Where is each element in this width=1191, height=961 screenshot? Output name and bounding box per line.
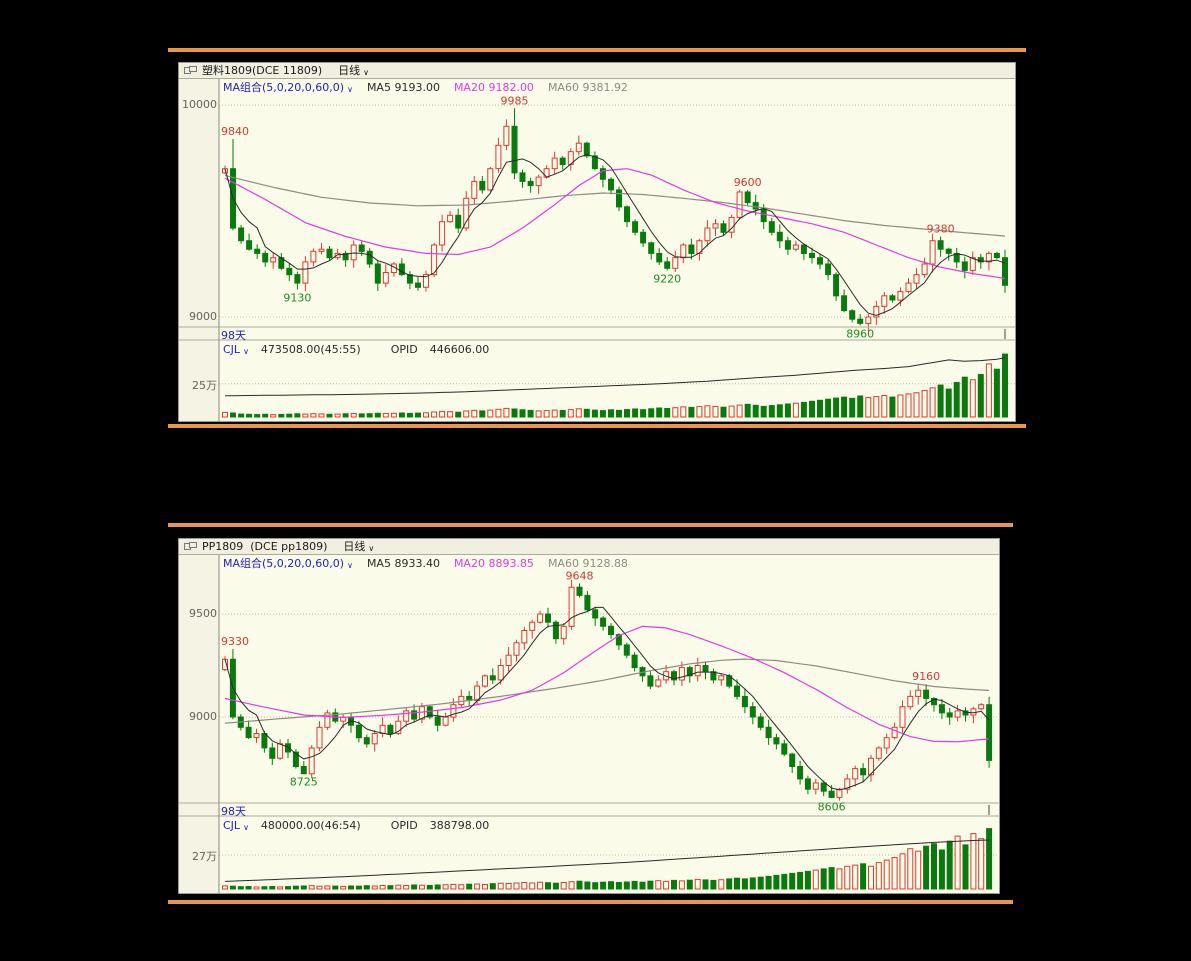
- volume-axis-label: 25万: [192, 379, 217, 392]
- ma-indicator-row: MA组合(5,0,20,0,60,0) ∨ MA5 9193.00 MA20 91…: [223, 81, 628, 95]
- volume-indicator-row: CJL ∨ 480000.00(46:54) OPID 388798.00: [223, 819, 489, 833]
- y-axis-label: 10000: [182, 98, 217, 111]
- ma20-value: MA20 9182.00: [453, 81, 534, 94]
- svg-text:9220: 9220: [653, 272, 681, 285]
- svg-text:9380: 9380: [927, 223, 955, 236]
- svg-text:9130: 9130: [283, 292, 311, 305]
- plot-background: [219, 79, 1015, 421]
- svg-text:8606: 8606: [818, 800, 846, 813]
- chevron-down-icon: ∨: [363, 67, 370, 77]
- svg-text:9648: 9648: [566, 569, 594, 582]
- chart-canvas[interactable]: 9330 8725 9648 8606 9160: [179, 539, 999, 893]
- days-count-label: 98天: [221, 329, 246, 342]
- ma5-line: [224, 606, 990, 791]
- ma60-line: [224, 658, 990, 724]
- separator-bar: [168, 424, 1026, 428]
- chevron-down-icon: ∨: [243, 823, 249, 832]
- y-axis-label: 9000: [189, 710, 217, 723]
- period-selector[interactable]: 日线 ∨: [338, 63, 370, 77]
- price-annotations: 9840 9130 9985 9220 9600 8960 9380: [221, 94, 955, 340]
- opid-label: OPID: [390, 343, 418, 356]
- svg-text:8960: 8960: [846, 328, 874, 341]
- separator-bar: [168, 48, 1026, 52]
- chart-panel-plastic: 9840 9130 9985 9220 9600 8960 9380 塑料1809(DCE …: [178, 62, 1016, 422]
- chevron-down-icon: ∨: [368, 543, 375, 553]
- svg-text:9840: 9840: [221, 125, 249, 138]
- volume-indicator-row: CJL ∨ 473508.00(45:55) OPID 446606.00: [223, 343, 489, 357]
- ma20-line: [224, 625, 990, 743]
- svg-text:9600: 9600: [734, 176, 762, 189]
- opid-label: OPID: [390, 819, 418, 832]
- ma5-value: MA5 8933.40: [366, 557, 440, 570]
- open-interest-line: [224, 839, 990, 882]
- svg-text:8725: 8725: [290, 776, 318, 789]
- volume-bars: [222, 353, 1008, 418]
- price-grid: [219, 104, 1015, 385]
- period-selector[interactable]: 日线 ∨: [343, 539, 375, 553]
- days-count-label: 98天: [221, 805, 246, 818]
- cjl-dropdown[interactable]: CJL ∨: [223, 343, 249, 356]
- plastic-candlestick-chart[interactable]: 9840 9130 9985 9220 9600 8960 9380: [179, 63, 1015, 421]
- svg-text:9160: 9160: [912, 670, 940, 683]
- cjl-dropdown[interactable]: CJL ∨: [223, 819, 249, 832]
- chevron-down-icon: ∨: [243, 347, 249, 356]
- chart-panel-pp: 9330 8725 9648 8606 9160 PP1809 (DCE pp1809)…: [178, 538, 1000, 894]
- opid-value: 388798.00: [429, 819, 490, 832]
- linked-windows-icon: [184, 66, 197, 75]
- ma5-value: MA5 9193.00: [366, 81, 440, 94]
- plot-background: [219, 555, 999, 893]
- y-axis-label: 9000: [189, 310, 217, 323]
- instrument-title: 塑料1809(DCE 11809): [202, 64, 323, 77]
- chart-titlebar: 塑料1809(DCE 11809) 日线 ∨: [179, 63, 1015, 79]
- pane-dividers: [179, 555, 999, 893]
- pane-dividers: [179, 79, 1015, 421]
- cjl-value: 480000.00(46:54): [260, 819, 361, 832]
- ma60-line: [224, 174, 1006, 237]
- ma-group-dropdown[interactable]: MA组合(5,0,20,0,60,0) ∨: [223, 81, 353, 94]
- chart-titlebar: PP1809 (DCE pp1809) 日线 ∨: [179, 539, 999, 555]
- pp-candlestick-chart[interactable]: 9330 8725 9648 8606 9160: [179, 539, 999, 893]
- y-axis-label: 9500: [189, 607, 217, 620]
- ma5-line: [224, 154, 1006, 316]
- price-annotations: 9330 8725 9648 8606 9160: [221, 569, 940, 813]
- ma-group-dropdown[interactable]: MA组合(5,0,20,0,60,0) ∨: [223, 557, 353, 570]
- ma20-value: MA20 8893.85: [453, 557, 534, 570]
- instrument-title: PP1809 (DCE pp1809): [202, 540, 328, 553]
- ma60-value: MA60 9128.88: [547, 557, 628, 570]
- chart-canvas[interactable]: 9840 9130 9985 9220 9600 8960 9380: [179, 63, 1015, 421]
- candlestick-series: [222, 579, 993, 801]
- separator-bar: [168, 900, 1013, 904]
- cjl-value: 473508.00(45:55): [260, 343, 361, 356]
- volume-axis-label: 27万: [192, 850, 217, 863]
- linked-windows-icon: [184, 542, 197, 551]
- chevron-down-icon: ∨: [347, 561, 353, 570]
- volume-bars: [222, 828, 993, 890]
- opid-value: 446606.00: [429, 343, 490, 356]
- open-interest-line: [224, 357, 1006, 397]
- ma20-line: [224, 168, 1006, 280]
- ma-indicator-row: MA组合(5,0,20,0,60,0) ∨ MA5 8933.40 MA20 88…: [223, 557, 628, 571]
- chevron-down-icon: ∨: [347, 85, 353, 94]
- svg-text:9330: 9330: [221, 635, 249, 648]
- ma60-value: MA60 9381.92: [547, 81, 628, 94]
- separator-bar: [168, 523, 1013, 527]
- svg-text:9985: 9985: [501, 94, 529, 107]
